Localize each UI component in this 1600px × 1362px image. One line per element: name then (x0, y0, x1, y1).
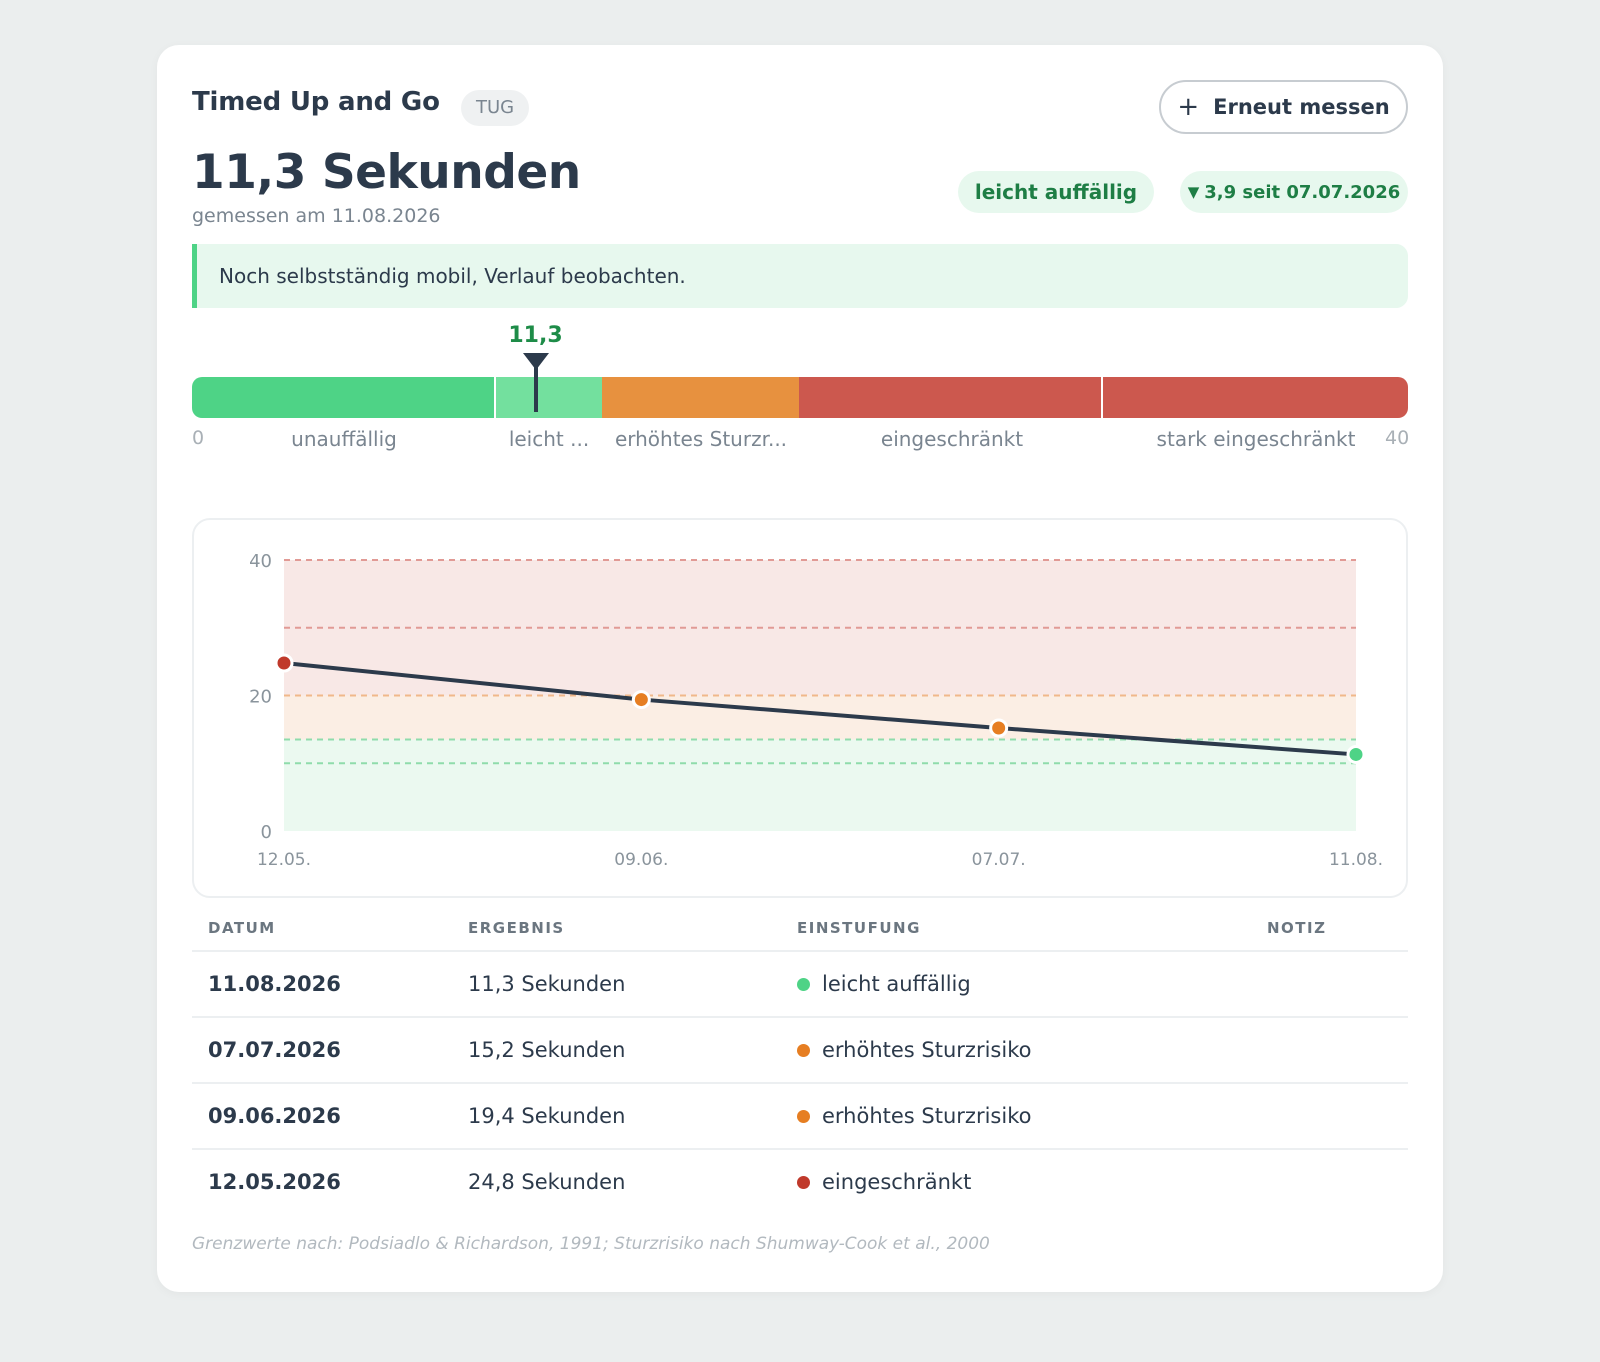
trend-text: 3,9 seit 07.07.2026 (1204, 181, 1401, 203)
scale-band-unauffaellig (192, 377, 496, 418)
scale-band-stark-eingeschraenkt (1103, 377, 1408, 418)
status-dot (797, 1043, 810, 1057)
data-point (274, 653, 294, 673)
x-tick-label: 07.07. (972, 850, 1026, 870)
row-classification-label: leicht auffällig (822, 972, 971, 996)
row-result: 19,4 Sekunden (468, 1104, 626, 1128)
row-classification-label: eingeschränkt (822, 1170, 972, 1194)
scale-band-sturzrisiko (602, 377, 799, 418)
remeasure-button[interactable]: + Erneut messen (1159, 80, 1408, 134)
y-tick-label: 40 (249, 551, 272, 572)
status-dot (797, 977, 810, 991)
history-chart-svg: 0 20 40 12.05. 09.06. 07.07. 11.08. (249, 551, 1383, 870)
trend-badge: ▼ 3,9 seit 07.07.2026 (1180, 171, 1408, 213)
table-row[interactable]: 09.06.2026 19,4 Sekunden erhöhtes Sturzr… (192, 1084, 1408, 1150)
scale-band-eingeschraenkt (799, 377, 1103, 418)
scale-marker-line (533, 367, 538, 412)
scale-label-stark-eingeschraenkt: stark eingeschränkt (1156, 427, 1356, 451)
plus-icon: + (1177, 92, 1200, 122)
row-classification: leicht auffällig (797, 972, 971, 996)
zone-risk (284, 695, 1356, 740)
row-result: 24,8 Sekunden (468, 1170, 626, 1194)
row-classification: eingeschränkt (797, 1170, 971, 1194)
row-classification-label: erhöhtes Sturzrisiko (822, 1104, 1032, 1128)
data-point (989, 718, 1009, 738)
header-classification: EINSTUFUNG (797, 919, 921, 937)
y-tick-label: 0 (261, 822, 272, 843)
row-date: 11.08.2026 (208, 972, 341, 996)
table-row[interactable]: 11.08.2026 11,3 Sekunden leicht auffälli… (192, 952, 1408, 1018)
remeasure-button-label: Erneut messen (1213, 95, 1390, 119)
measured-date: gemessen am 11.08.2026 (192, 205, 441, 227)
triangle-down-icon: ▼ (1187, 183, 1200, 201)
table-header: DATUM ERGEBNIS EINSTUFUNG NOTIZ (192, 905, 1408, 952)
row-result: 15,2 Sekunden (468, 1038, 626, 1062)
assessment-note: Noch selbstständig mobil, Verlauf beobac… (192, 244, 1408, 308)
table-row[interactable]: 07.07.2026 15,2 Sekunden erhöhtes Sturzr… (192, 1018, 1408, 1084)
scale-label-unauffaellig: unauffällig (291, 427, 397, 451)
history-table: DATUM ERGEBNIS EINSTUFUNG NOTIZ 11.08.20… (192, 905, 1408, 1216)
test-tag: TUG (461, 90, 530, 126)
scale-max: 40 (1385, 427, 1410, 449)
row-result: 11,3 Sekunden (468, 972, 626, 996)
header-date: DATUM (208, 919, 276, 937)
status-dot (797, 1175, 810, 1189)
data-point (631, 690, 651, 710)
row-classification: erhöhtes Sturzrisiko (797, 1104, 1031, 1128)
row-classification-label: erhöhtes Sturzrisiko (822, 1038, 1032, 1062)
classification-scale (192, 377, 1408, 418)
header-result: ERGEBNIS (468, 919, 565, 937)
scale-marker-value: 11,3 (508, 323, 563, 348)
classification-badge: leicht auffällig (958, 171, 1154, 213)
data-point (1346, 744, 1366, 764)
table-row[interactable]: 12.05.2026 24,8 Sekunden eingeschränkt (192, 1150, 1408, 1216)
scale-label-leicht: leicht ... (508, 427, 590, 451)
row-date: 07.07.2026 (208, 1038, 341, 1062)
x-tick-label: 12.05. (257, 850, 311, 870)
scale-label-sturzrisiko: erhöhtes Sturzr... (614, 427, 788, 451)
history-chart: 0 20 40 12.05. 09.06. 07.07. 11.08. (192, 518, 1408, 898)
x-tick-label: 11.08. (1329, 850, 1383, 870)
reference-footnote: Grenzwerte nach: Podsiadlo & Richardson,… (192, 1234, 990, 1254)
zone-impaired (284, 560, 1356, 696)
zone-normal (284, 739, 1356, 831)
row-classification: erhöhtes Sturzrisiko (797, 1038, 1031, 1062)
scale-band-leicht (496, 377, 602, 418)
marker-pointer-icon (522, 353, 549, 370)
page-title: Timed Up and Go (192, 87, 440, 117)
row-date: 12.05.2026 (208, 1170, 341, 1194)
row-date: 09.06.2026 (208, 1104, 341, 1128)
tug-card: Timed Up and Go TUG + Erneut messen 11,3… (157, 45, 1443, 1292)
result-value: 11,3 Sekunden (192, 145, 581, 200)
scale-min: 0 (192, 427, 205, 449)
y-tick-label: 20 (249, 687, 272, 708)
scale-label-eingeschraenkt: eingeschränkt (880, 427, 1024, 451)
series-line (283, 660, 1357, 757)
x-tick-label: 09.06. (614, 850, 668, 870)
header-note: NOTIZ (1267, 919, 1327, 937)
status-dot (797, 1109, 810, 1123)
